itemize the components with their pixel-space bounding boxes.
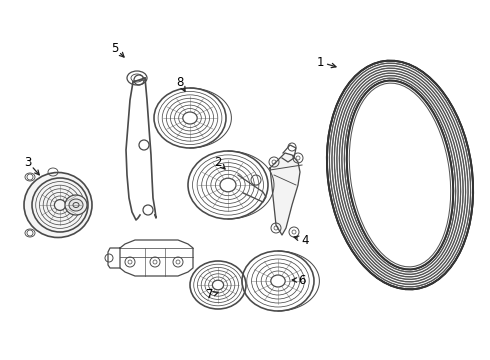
Text: 5: 5 xyxy=(111,41,119,54)
Ellipse shape xyxy=(327,61,473,289)
Text: 7: 7 xyxy=(206,288,214,302)
Ellipse shape xyxy=(65,195,87,215)
Ellipse shape xyxy=(69,199,83,211)
Text: 4: 4 xyxy=(301,234,309,247)
Ellipse shape xyxy=(347,81,453,269)
Polygon shape xyxy=(270,153,300,235)
Text: 6: 6 xyxy=(298,274,306,287)
Text: 3: 3 xyxy=(24,156,32,168)
Ellipse shape xyxy=(24,172,92,238)
Text: 8: 8 xyxy=(176,76,184,89)
Text: 2: 2 xyxy=(214,156,222,168)
Text: 1: 1 xyxy=(316,55,324,68)
